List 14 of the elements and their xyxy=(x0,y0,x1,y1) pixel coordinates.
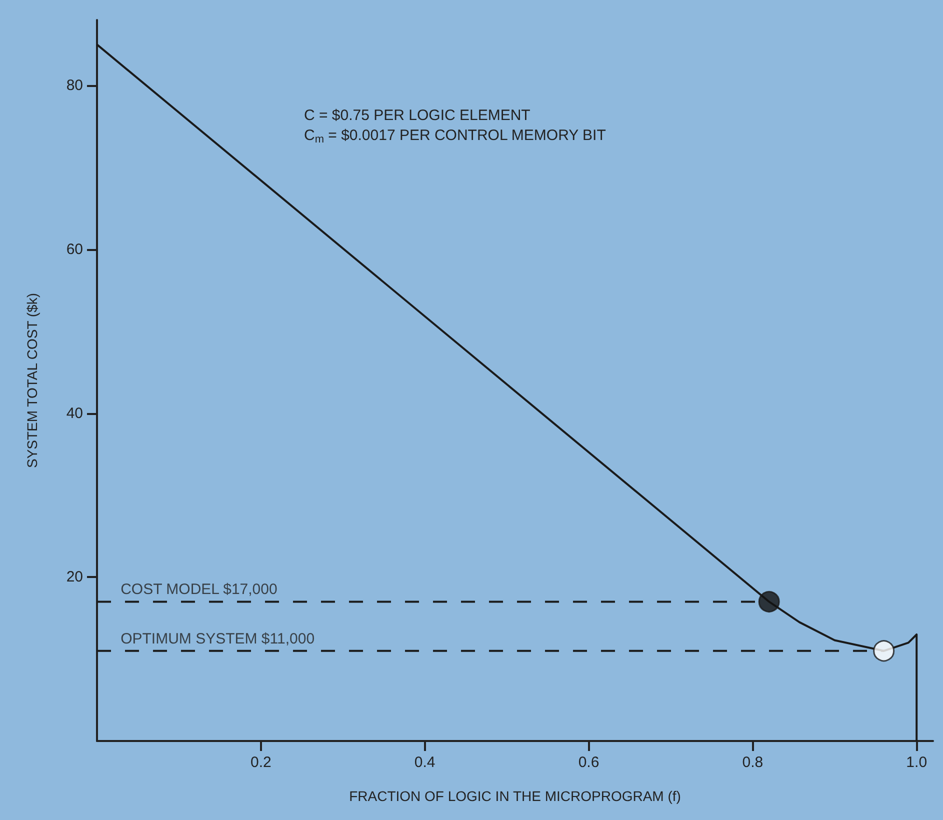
annotation: COST MODEL $17,000 xyxy=(120,581,278,598)
y-axis-title: SYSTEM TOTAL COST ($k) xyxy=(24,292,40,468)
x-tick-label: 1.0 xyxy=(906,754,928,771)
annotation: OPTIMUM SYSTEM $11,000 xyxy=(120,630,315,648)
y-tick-label: 60 xyxy=(66,240,83,258)
annotation: C = $0.75 PER LOGIC ELEMENT xyxy=(304,107,530,124)
y-tick-label: 80 xyxy=(66,77,83,94)
y-tick-label: 40 xyxy=(66,404,83,422)
x-tick-label: 0.4 xyxy=(414,754,436,771)
x-tick-label: 0.6 xyxy=(578,754,600,771)
x-tick-label: 0.8 xyxy=(742,754,764,771)
x-axis-title: FRACTION OF LOGIC IN THE MICROPROGRAM (f) xyxy=(349,788,681,804)
y-tick-label: 20 xyxy=(66,568,83,586)
x-tick-label: 0.2 xyxy=(250,754,272,771)
